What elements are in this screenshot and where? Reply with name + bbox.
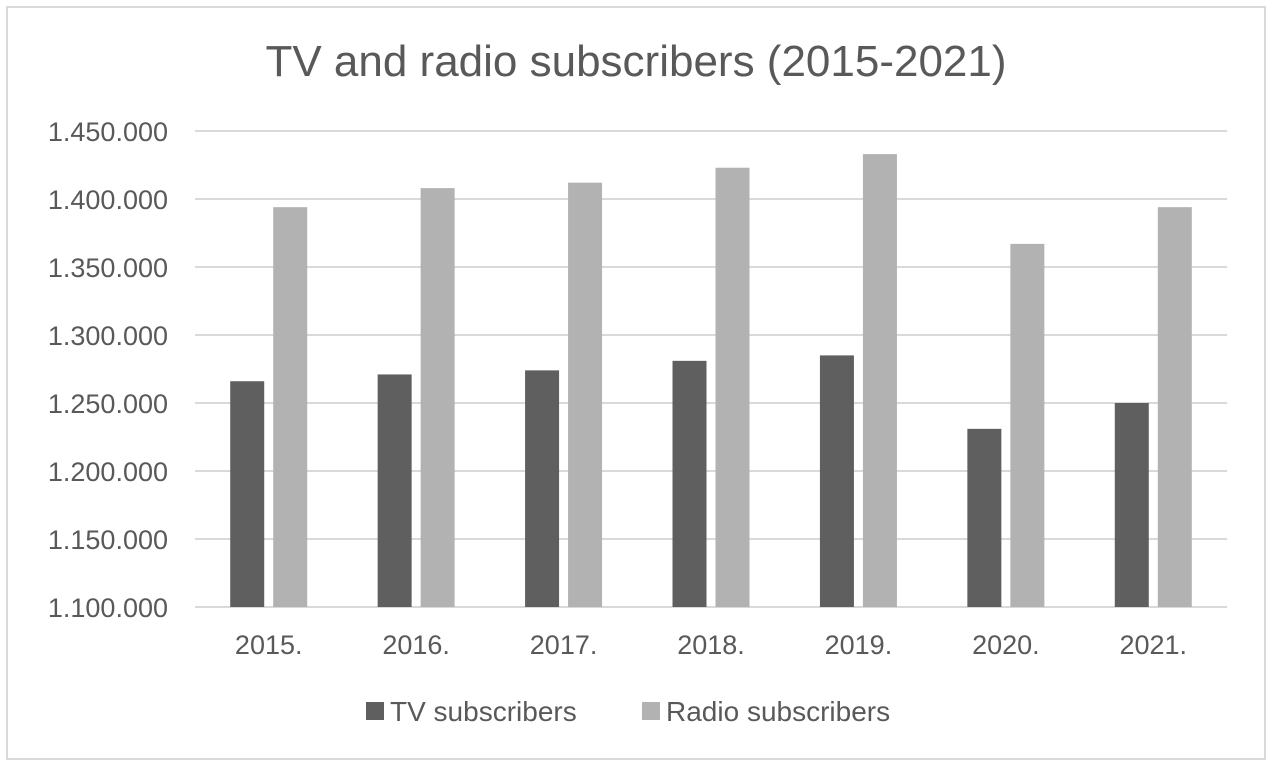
bar-radio-2018 (715, 167, 750, 607)
bar-tv-2015 (230, 381, 265, 607)
legend-label: Radio subscribers (666, 696, 890, 727)
bar-radio-2016 (420, 188, 455, 607)
y-tick-label: 1.300.000 (48, 321, 168, 351)
bar-radio-2015 (273, 207, 308, 607)
x-tick-label: 2017. (530, 630, 598, 660)
gridlines (195, 130, 1227, 608)
y-tick-label: 1.100.000 (48, 593, 168, 623)
x-tick-label: 2019. (825, 630, 893, 660)
bar-tv-2021 (1114, 403, 1149, 607)
y-axis-tick-labels: 1.100.000 1.150.000 1.200.000 1.250.000 1.30… (48, 117, 168, 623)
y-tick-label: 1.400.000 (48, 185, 168, 215)
legend-swatch (642, 702, 660, 720)
legend-swatch (366, 702, 384, 720)
bar-tv-2018 (672, 360, 707, 607)
x-tick-label: 2018. (677, 630, 745, 660)
x-tick-label: 2015. (235, 630, 303, 660)
bar-tv-2019 (819, 355, 854, 607)
bar-radio-2020 (1010, 243, 1045, 607)
bar-tv-2016 (377, 374, 412, 607)
bar-radio-2017 (568, 182, 603, 607)
bar-radio-2019 (862, 154, 897, 607)
legend: TV subscribers Radio subscribers (366, 696, 890, 727)
bar-radio-2021 (1157, 207, 1192, 607)
y-tick-label: 1.350.000 (48, 253, 168, 283)
y-tick-label: 1.200.000 (48, 457, 168, 487)
x-tick-label: 2020. (972, 630, 1040, 660)
y-tick-label: 1.150.000 (48, 525, 168, 555)
y-tick-label: 1.250.000 (48, 389, 168, 419)
x-tick-label: 2021. (1119, 630, 1187, 660)
chart-title: TV and radio subscribers (2015-2021) (265, 37, 1006, 86)
y-tick-label: 1.450.000 (48, 117, 168, 147)
bar-tv-2020 (967, 428, 1002, 607)
x-axis-tick-labels: 2015. 2016. 2017. 2018. 2019. 2020. 2021. (235, 630, 1187, 660)
bars (230, 154, 1192, 607)
x-tick-label: 2016. (382, 630, 450, 660)
bar-tv-2017 (525, 370, 560, 607)
legend-label: TV subscribers (390, 696, 577, 727)
